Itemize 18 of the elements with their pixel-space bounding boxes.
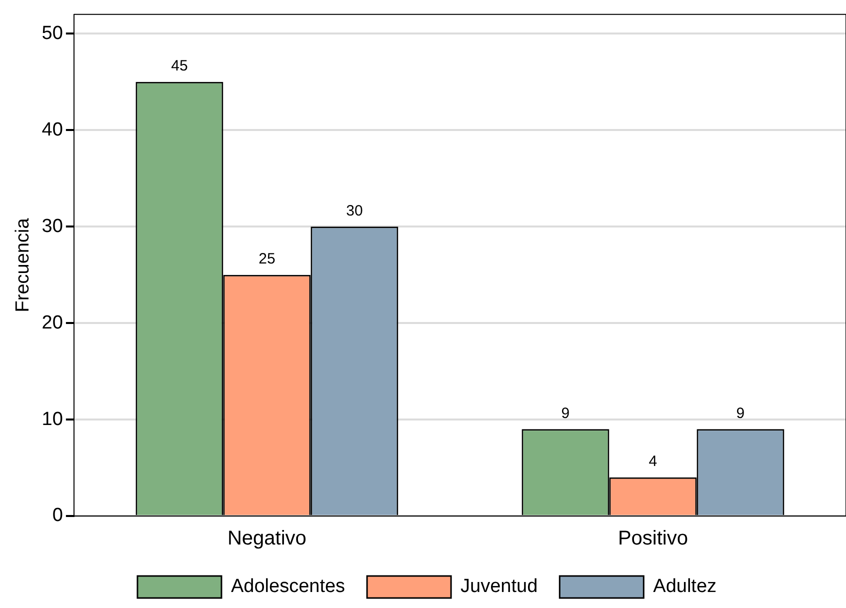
x-tick-label: Negativo <box>227 528 306 550</box>
data-label: 9 <box>736 404 745 422</box>
legend-label: Adolescentes <box>230 576 346 598</box>
data-label: 45 <box>171 58 188 75</box>
y-tick-label: 10 <box>42 408 63 430</box>
data-label: 25 <box>258 250 276 268</box>
y-tick-label: 40 <box>42 119 63 140</box>
y-tick-label: 50 <box>42 22 63 44</box>
data-label: 30 <box>346 202 363 220</box>
legend-label: Juventud <box>460 576 538 598</box>
y-tick-label: 0 <box>52 505 63 526</box>
x-tick-label: Positivo <box>618 528 688 550</box>
y-tick-label: 30 <box>42 216 63 237</box>
data-label: 4 <box>648 453 658 470</box>
y-axis-title: Frecuencia <box>12 218 34 312</box>
y-tick-label: 20 <box>42 312 63 334</box>
legend-label: Adultez <box>653 576 717 598</box>
data-label: 9 <box>561 404 570 422</box>
